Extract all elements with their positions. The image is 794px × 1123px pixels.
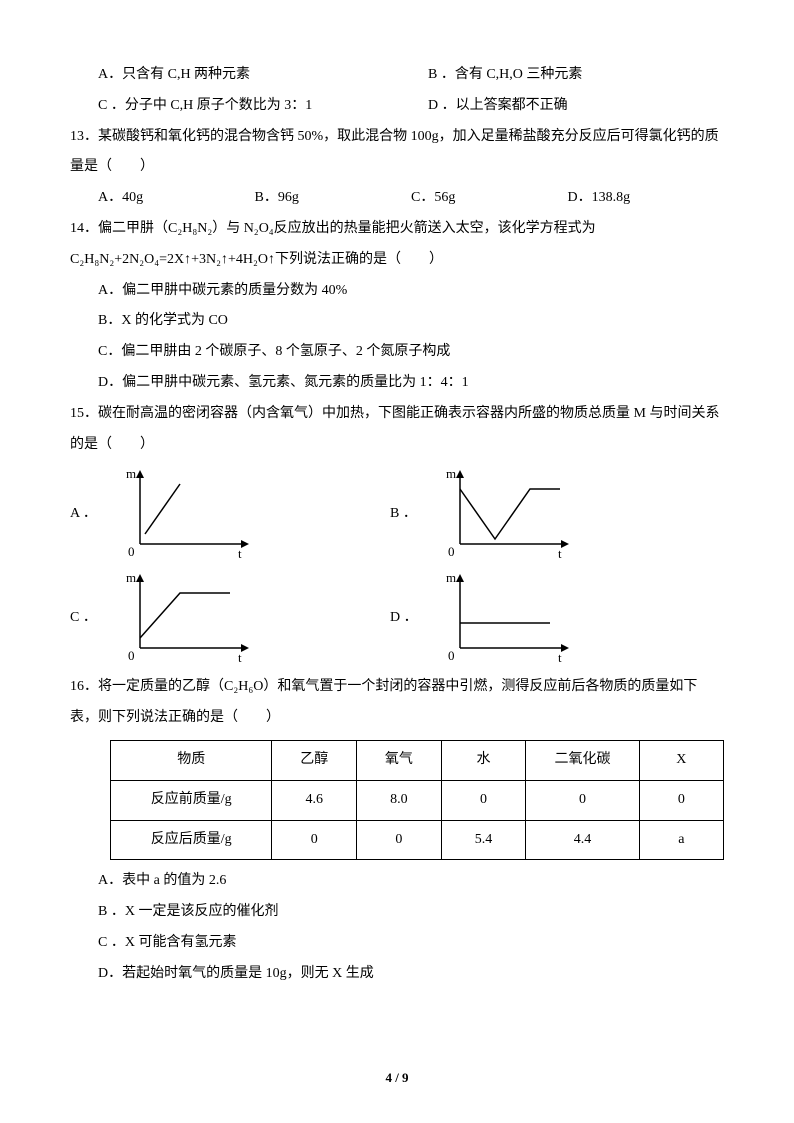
q16-stem: 16．将一定质量的乙醇（C₂H₆O）和氧气置于一个封闭的容器中引燃，测得反应前后… — [70, 672, 724, 734]
svg-text:t: t — [558, 650, 562, 665]
page-footer: 4 / 9 — [0, 1064, 794, 1093]
q15-chart-b: m t 0 — [430, 464, 580, 564]
q14-opt-c: C．偏二甲肼由 2 个碳原子、8 个氢原子、2 个氮原子构成 — [70, 337, 724, 368]
td-1-0: 反应前质量/g — [111, 780, 272, 820]
table-header-row: 物质 乙醇 氧气 水 二氧化碳 X — [111, 740, 724, 780]
th-2: 氧气 — [357, 740, 442, 780]
q13-stem: 13．某碳酸钙和氧化钙的混合物含钙 50%，取此混合物 100g，加入足量稀盐酸… — [70, 122, 724, 184]
td-1-4: 0 — [526, 780, 639, 820]
q15-chart-d: m t 0 — [430, 568, 580, 668]
q15-charts-row1: A ． m t 0 B ． m t 0 — [70, 464, 724, 564]
q14-stem-1: 14．偏二甲肼（C₂H₈N₂）与 N₂O₄反应放出的热量能把火箭送入太空，该化学… — [70, 214, 724, 245]
th-3: 水 — [441, 740, 526, 780]
q13-opt-c: C．56g — [411, 183, 568, 214]
svg-text:t: t — [558, 546, 562, 561]
q12-opt-a: A．只含有 C,H 两种元素 — [98, 60, 428, 91]
svg-text:0: 0 — [128, 544, 135, 559]
q14-opt-b: B．X 的化学式为 CO — [70, 306, 724, 337]
td-2-3: 5.4 — [441, 820, 526, 860]
q14-stem-2: C₂H₈N₂+2N₂O₄=2X↑+3N₂↑+4H₂O↑下列说法正确的是（ ） — [70, 245, 724, 276]
q12-opt-b: B ．含有 C,H,O 三种元素 — [428, 60, 582, 91]
q15-label-c: C ． — [70, 603, 110, 634]
q16-opt-d: D．若起始时氧气的质量是 10g，则无 X 生成 — [70, 959, 724, 990]
q13-opt-a: A．40g — [98, 183, 255, 214]
td-1-2: 8.0 — [357, 780, 442, 820]
q14-opt-d: D．偏二甲肼中碳元素、氢元素、氮元素的质量比为 1：4：1 — [70, 368, 724, 399]
svg-text:0: 0 — [448, 544, 455, 559]
q13-opt-b: B．96g — [255, 183, 412, 214]
th-0: 物质 — [111, 740, 272, 780]
svg-text:m: m — [126, 466, 136, 481]
td-2-4: 4.4 — [526, 820, 639, 860]
q15-label-d: D ． — [390, 603, 430, 634]
th-5: X — [639, 740, 723, 780]
q16-table: 物质 乙醇 氧气 水 二氧化碳 X 反应前质量/g 4.6 8.0 0 0 0 … — [110, 740, 724, 860]
td-2-2: 0 — [357, 820, 442, 860]
q12-row2: C ．分子中 C,H 原子个数比为 3：1 D ．以上答案都不正确 — [70, 91, 724, 122]
td-2-1: 0 — [272, 820, 357, 860]
q15-stem: 15．碳在耐高温的密闭容器（内含氧气）中加热，下图能正确表示容器内所盛的物质总质… — [70, 399, 724, 461]
svg-text:m: m — [126, 570, 136, 585]
q16-opt-b: B ．X 一定是该反应的催化剂 — [70, 897, 724, 928]
svg-text:m: m — [446, 570, 456, 585]
svg-text:t: t — [238, 650, 242, 665]
q12-opt-d: D ．以上答案都不正确 — [428, 91, 568, 122]
q15-chart-c: m t 0 — [110, 568, 260, 668]
q13-opt-d: D．138.8g — [568, 183, 725, 214]
svg-text:m: m — [446, 466, 456, 481]
q16-opt-a: A．表中 a 的值为 2.6 — [70, 866, 724, 897]
svg-text:0: 0 — [128, 648, 135, 663]
th-1: 乙醇 — [272, 740, 357, 780]
td-1-1: 4.6 — [272, 780, 357, 820]
q13-options: A．40g B．96g C．56g D．138.8g — [70, 183, 724, 214]
td-1-3: 0 — [441, 780, 526, 820]
td-2-0: 反应后质量/g — [111, 820, 272, 860]
q15-label-b: B ． — [390, 499, 430, 530]
q15-label-a: A ． — [70, 499, 110, 530]
q16-opt-c: C ．X 可能含有氢元素 — [70, 928, 724, 959]
td-2-5: a — [639, 820, 723, 860]
q12-row1: A．只含有 C,H 两种元素 B ．含有 C,H,O 三种元素 — [70, 60, 724, 91]
svg-text:t: t — [238, 546, 242, 561]
table-row: 反应后质量/g 0 0 5.4 4.4 a — [111, 820, 724, 860]
table-row: 反应前质量/g 4.6 8.0 0 0 0 — [111, 780, 724, 820]
q15-chart-a: m t 0 — [110, 464, 260, 564]
q12-opt-c: C ．分子中 C,H 原子个数比为 3：1 — [98, 91, 428, 122]
svg-text:0: 0 — [448, 648, 455, 663]
td-1-5: 0 — [639, 780, 723, 820]
th-4: 二氧化碳 — [526, 740, 639, 780]
q15-charts-row2: C ． m t 0 D ． m t 0 — [70, 568, 724, 668]
q14-opt-a: A．偏二甲肼中碳元素的质量分数为 40% — [70, 276, 724, 307]
